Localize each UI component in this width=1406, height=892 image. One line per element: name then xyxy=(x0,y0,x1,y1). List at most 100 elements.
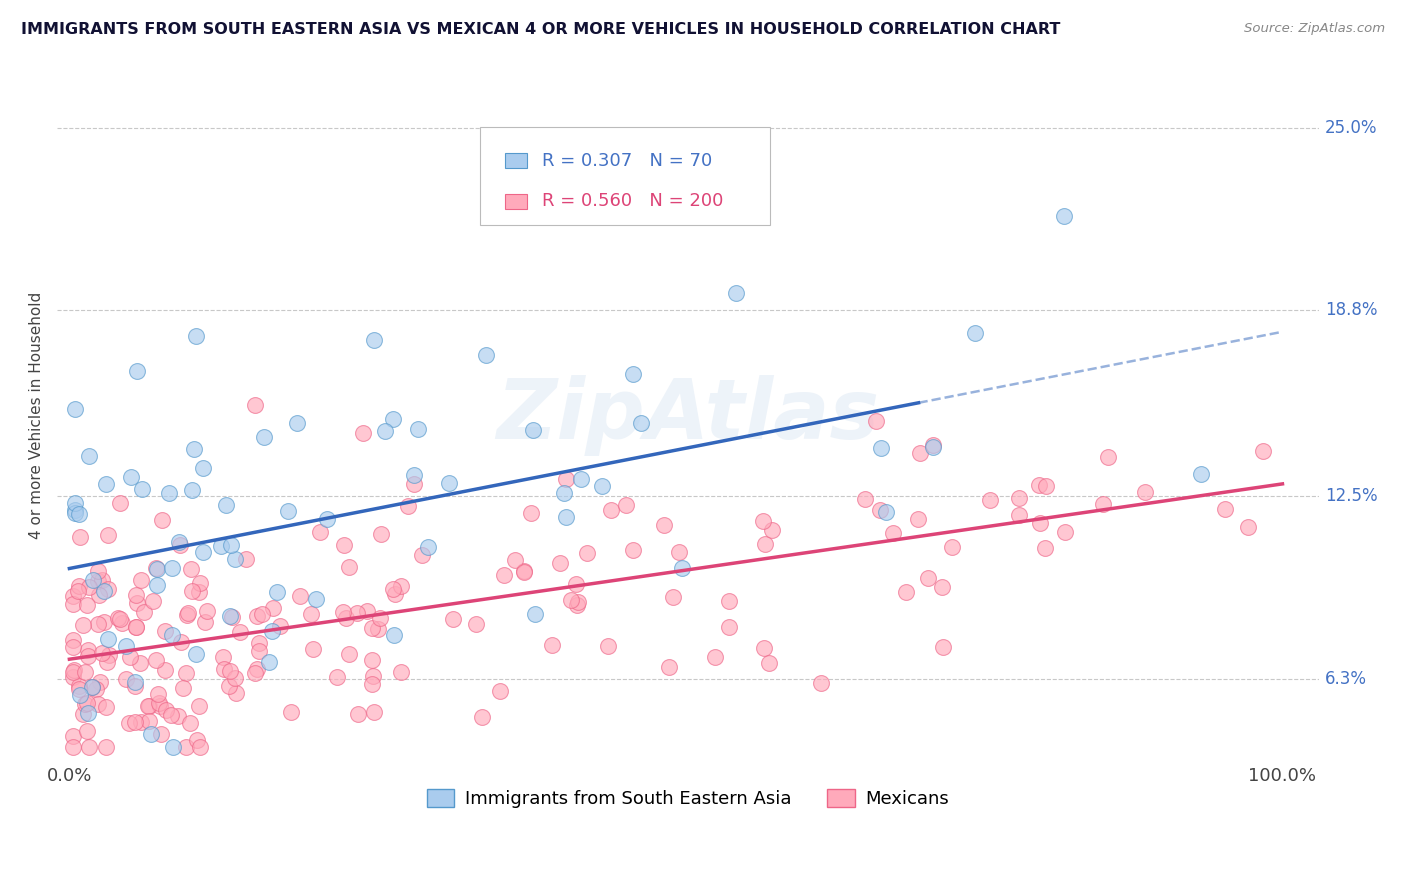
Point xyxy=(630,416,652,430)
Point xyxy=(188,585,211,599)
Point xyxy=(160,628,183,642)
Point xyxy=(138,714,160,728)
Point xyxy=(179,716,201,731)
Point xyxy=(1097,450,1119,464)
Point xyxy=(752,514,775,528)
Point xyxy=(661,590,683,604)
Point xyxy=(224,671,246,685)
Point xyxy=(224,552,246,566)
Point xyxy=(262,624,284,639)
Point xyxy=(252,430,274,444)
Point xyxy=(489,684,512,698)
Point xyxy=(76,648,98,663)
Text: 12.5%: 12.5% xyxy=(1326,487,1378,505)
Point xyxy=(374,424,396,438)
Point xyxy=(166,709,188,723)
Text: IMMIGRANTS FROM SOUTH EASTERN ASIA VS MEXICAN 4 OR MORE VEHICLES IN HOUSEHOLD CO: IMMIGRANTS FROM SOUTH EASTERN ASIA VS ME… xyxy=(21,22,1060,37)
Point xyxy=(308,525,330,540)
Point xyxy=(145,653,167,667)
Point xyxy=(90,573,112,587)
Point xyxy=(754,641,776,656)
Point xyxy=(870,442,893,456)
Point xyxy=(120,650,142,665)
Point xyxy=(62,670,84,684)
Point xyxy=(437,476,460,491)
Point xyxy=(810,675,832,690)
Point xyxy=(62,739,84,754)
Point xyxy=(62,597,84,611)
Point xyxy=(219,609,242,624)
Point xyxy=(77,739,100,754)
Point xyxy=(335,611,357,625)
Point xyxy=(86,616,108,631)
Point xyxy=(368,611,391,625)
Point xyxy=(186,733,208,747)
Point xyxy=(917,571,939,585)
Point xyxy=(1028,477,1050,491)
Point xyxy=(522,423,544,437)
Point xyxy=(67,679,90,693)
Point xyxy=(107,610,129,624)
Point xyxy=(658,660,681,674)
Point xyxy=(146,578,169,592)
Point xyxy=(471,710,494,724)
Point xyxy=(1251,444,1274,458)
Point xyxy=(193,461,215,475)
Point xyxy=(384,587,406,601)
Point xyxy=(361,653,384,667)
Point xyxy=(139,727,162,741)
Point xyxy=(247,644,270,658)
Point xyxy=(181,584,204,599)
Point xyxy=(411,548,433,562)
Point xyxy=(381,582,404,596)
Point xyxy=(565,598,588,612)
Point xyxy=(541,639,564,653)
Point xyxy=(188,698,211,713)
Point xyxy=(352,425,374,440)
Point xyxy=(136,699,159,714)
Point xyxy=(118,715,141,730)
Point xyxy=(69,530,91,544)
Point xyxy=(76,643,98,657)
Point xyxy=(575,546,598,560)
Point xyxy=(1133,484,1156,499)
Point xyxy=(347,707,370,722)
Point xyxy=(382,411,405,425)
Point xyxy=(758,656,780,670)
Point xyxy=(370,527,392,541)
Point xyxy=(853,492,876,507)
Point xyxy=(614,498,637,512)
Point xyxy=(174,739,197,754)
Point xyxy=(148,696,170,710)
Point xyxy=(84,681,107,696)
Point xyxy=(262,600,284,615)
Point xyxy=(155,624,177,638)
Point xyxy=(652,517,675,532)
Point xyxy=(548,557,571,571)
Point xyxy=(1035,479,1057,493)
Point xyxy=(65,496,87,510)
Point xyxy=(250,607,273,622)
Point xyxy=(418,540,440,554)
Point xyxy=(150,513,173,527)
Text: 6.3%: 6.3% xyxy=(1326,670,1367,688)
Point xyxy=(1091,497,1114,511)
Point xyxy=(475,348,498,362)
Point xyxy=(761,523,783,537)
Point xyxy=(361,669,384,683)
Point xyxy=(62,663,84,677)
Text: R = 0.307   N = 70: R = 0.307 N = 70 xyxy=(543,152,713,169)
Point xyxy=(191,545,214,559)
Point xyxy=(668,545,690,559)
Point xyxy=(90,646,112,660)
Point xyxy=(97,528,120,542)
Point xyxy=(754,536,776,550)
Point xyxy=(148,687,170,701)
Point xyxy=(907,512,929,526)
Point xyxy=(65,502,87,516)
Point xyxy=(184,328,207,343)
Point xyxy=(149,698,172,713)
Point xyxy=(875,505,897,519)
Point xyxy=(157,486,180,500)
Point xyxy=(114,672,136,686)
